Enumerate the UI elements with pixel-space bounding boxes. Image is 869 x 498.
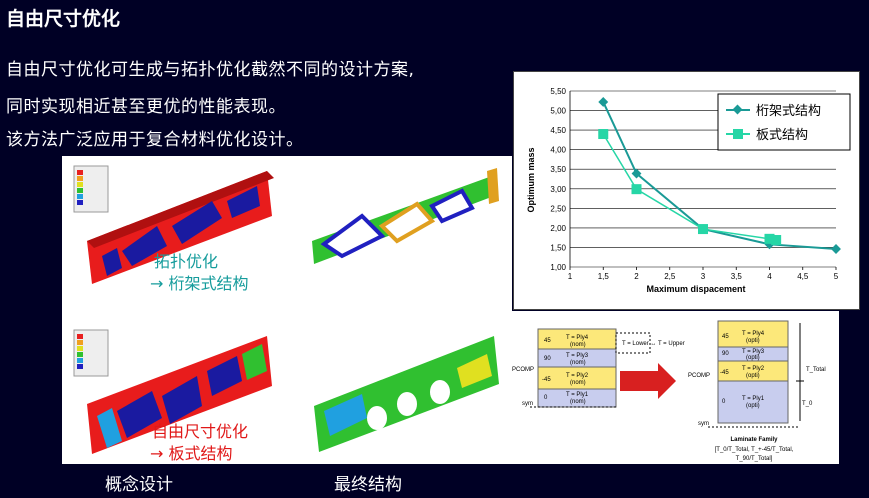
right-ply1-sub: (opti) <box>746 403 760 409</box>
chart-svg: 1,00 1,50 2,00 2,50 3,00 3,50 4,00 4,50 5,00 5,50… <box>526 87 851 294</box>
body-line-3: 该方法广泛应用于复合材料优化设计。 <box>6 130 304 150</box>
mass-displacement-chart: 1,00 1,50 2,00 2,50 3,00 3,50 4,00 4,50 5,00 5,50… <box>513 71 860 310</box>
x-tick-label: 3,5 <box>731 272 743 281</box>
series-1-point <box>631 168 642 179</box>
right-ply1-name: T = Ply1 <box>742 396 765 402</box>
topology-label: 拓扑优化 <box>154 252 219 271</box>
right-ply4-angle: 45 <box>722 334 729 340</box>
right-pcomp-label: PCOMP <box>688 373 710 379</box>
caption-concept-design: 概念设计 <box>105 475 173 495</box>
x-axis-label: Maximum dispacement <box>646 284 745 294</box>
left-ply4-sub: (nom) <box>570 342 586 348</box>
caption-final-structure: 最终结构 <box>334 475 402 495</box>
left-sym-label: sym <box>522 401 533 407</box>
right-ply4-sub: (opti) <box>746 338 760 344</box>
series-2-point <box>698 224 708 235</box>
left-pcomp-label: PCOMP <box>512 367 534 373</box>
legend-block-bottom <box>73 329 109 377</box>
x-tick-label: 2 <box>634 272 639 281</box>
y-tick-label: 1,50 <box>550 243 566 252</box>
series-1-point <box>598 97 609 107</box>
left-ply1-name: T = Ply1 <box>566 392 589 398</box>
y-tick-label: 3,00 <box>550 185 566 194</box>
x-tick-label: 2,5 <box>664 272 676 281</box>
x-tick-label: 1 <box>568 272 573 281</box>
right-ply3-angle: 90 <box>722 351 729 357</box>
x-tick-label: 1,5 <box>598 272 610 281</box>
series-2-point <box>764 233 775 244</box>
right-ply3-sub: (opti) <box>746 355 760 361</box>
nominal-ply-stack <box>537 328 617 408</box>
topology-result-label: → 桁架式结构 <box>150 274 249 293</box>
y-tick-label: 2,00 <box>550 224 566 233</box>
left-ply1-angle: 0 <box>544 395 548 401</box>
y-axis-label: Optimum mass <box>526 147 536 212</box>
bounds-note: T = Lower ↔ T = Upper <box>622 341 685 347</box>
y-tick-label: 5,00 <box>550 107 566 116</box>
series-1-point <box>831 244 841 254</box>
x-tick-label: 4 <box>767 272 772 281</box>
left-ply3-name: T = Ply3 <box>566 353 589 359</box>
right-ply3-name: T = Ply3 <box>742 349 765 355</box>
x-tick-label: 3 <box>701 272 706 281</box>
series-2-point <box>771 235 782 246</box>
x-tick-label: 4,5 <box>797 272 809 281</box>
right-ply2-name: T = Ply2 <box>742 366 765 372</box>
freesize-result-label: → 板式结构 <box>150 444 233 463</box>
y-tick-label: 2,50 <box>550 204 566 213</box>
freesize-label: 自由尺寸优化 <box>152 422 249 441</box>
legend-series-1: 桁架式结构 <box>756 103 821 118</box>
beam-figure-svg <box>73 165 499 454</box>
right-ply4-name: T = Ply4 <box>742 331 765 337</box>
y-tick-label: 3,50 <box>550 165 566 174</box>
page-title: 自由尺寸优化 <box>6 8 121 30</box>
left-ply3-angle: 90 <box>544 356 551 362</box>
chart-legend: 桁架式结构 板式结构 <box>717 93 851 151</box>
legend-block-top <box>73 165 109 213</box>
laminate-diagram: 45 T = Ply4 (nom) 90 T = Ply3 (nom) -45 … <box>508 311 839 464</box>
x-tick-label: 5 <box>834 272 839 281</box>
laminate-family-line2: T_90/T_Total] <box>736 456 773 462</box>
laminate-family-line1: [T_0/T_Total, T_+-45/T_Total, <box>715 447 794 453</box>
topology-concept-beam <box>87 171 274 284</box>
plate-final-beam <box>314 336 499 452</box>
y-tick-label: 4,50 <box>550 126 566 135</box>
t0-label: T_0 <box>802 401 813 407</box>
truss-final-beam <box>312 168 499 264</box>
left-ply3-sub: (nom) <box>570 360 586 366</box>
right-ply1-angle: 0 <box>722 399 726 405</box>
series-2-point <box>631 184 642 195</box>
right-ply2-angle: -45 <box>720 370 729 376</box>
legend-diamond-marker <box>732 104 743 115</box>
left-ply1-sub: (nom) <box>570 399 586 405</box>
t-total-label: T_Total <box>806 367 826 373</box>
right-sym-label: sym <box>698 421 709 427</box>
optimized-ply-stack <box>717 320 789 424</box>
legend-square-marker <box>733 129 743 139</box>
series-2-point <box>598 129 609 140</box>
left-ply4-name: T = Ply4 <box>566 335 589 341</box>
left-ply2-sub: (nom) <box>570 380 586 386</box>
left-ply2-name: T = Ply2 <box>566 373 589 379</box>
left-ply2-angle: -45 <box>542 377 551 383</box>
body-line-1: 自由尺寸优化可生成与拓扑优化截然不同的设计方案, <box>6 60 415 80</box>
y-tick-label: 4,00 <box>550 146 566 155</box>
laminate-svg: 45 T = Ply4 (nom) 90 T = Ply3 (nom) -45 … <box>512 320 826 462</box>
left-ply4-angle: 45 <box>544 338 551 344</box>
laminate-family-title: Laminate Family <box>730 437 778 443</box>
right-ply2-sub: (opti) <box>746 373 760 379</box>
freesize-concept-beam <box>87 336 272 454</box>
y-tick-label: 5,50 <box>550 87 566 96</box>
y-tick-label: 1,00 <box>550 263 566 272</box>
body-line-2: 同时实现相近甚至更优的性能表现。 <box>6 97 286 117</box>
beam-figure: 拓扑优化 → 桁架式结构 自由尺寸优化 → 板式结构 <box>62 156 512 464</box>
transform-arrow <box>620 363 676 399</box>
legend-series-2: 板式结构 <box>756 127 808 142</box>
